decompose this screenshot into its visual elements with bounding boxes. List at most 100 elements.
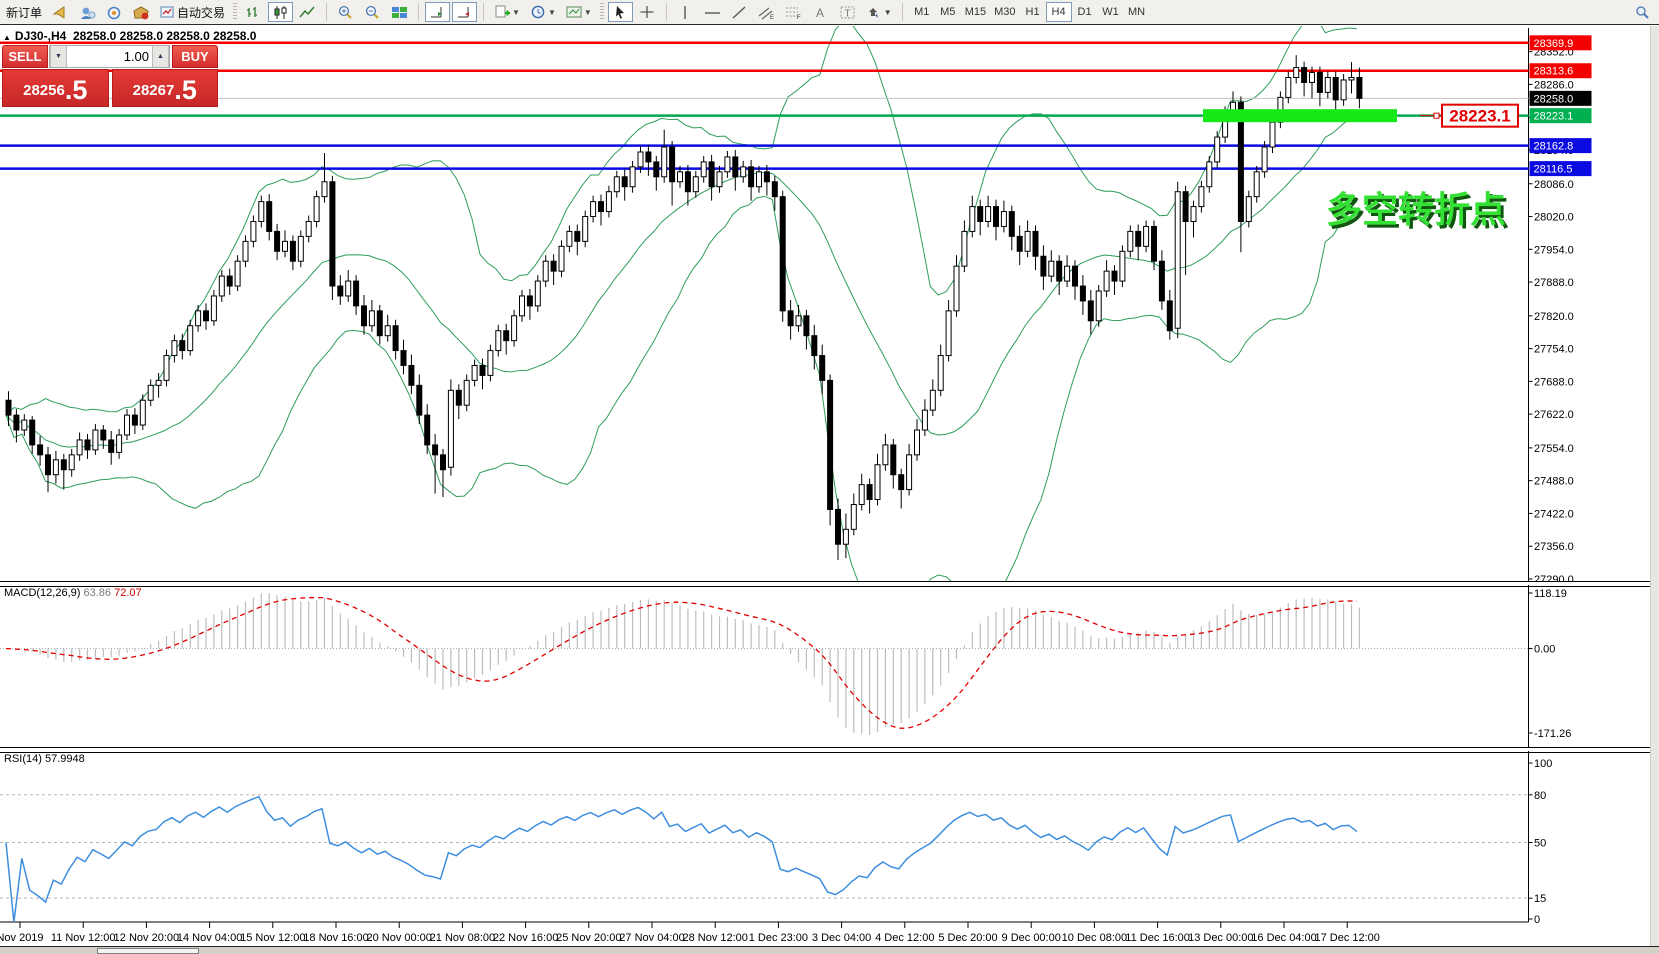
scrollbar-thumb[interactable] [97,948,199,954]
timeframe-M15[interactable]: M15 [964,6,987,18]
zoom-in-icon[interactable] [333,2,358,22]
svg-text:27954.0: 27954.0 [1534,244,1574,256]
svg-text:F: F [797,15,801,20]
crosshair-icon[interactable] [635,2,660,22]
volume-increase-button[interactable]: ▲ [152,46,169,67]
time-label: 11 Dec 16:00 [1125,932,1190,944]
fibonacci-icon[interactable]: F [781,2,806,22]
periods-icon[interactable]: ▼ [526,2,560,22]
time-label: 17 Dec 12:00 [1314,932,1380,944]
chart-window-icon: ▲ [3,33,11,42]
svg-text:15: 15 [1534,893,1546,905]
timeframe-W1[interactable]: W1 [1102,6,1119,18]
arrows-icon[interactable]: ▼ [862,2,896,22]
templates-icon[interactable]: ▼ [562,2,596,22]
svg-text:27488.0: 27488.0 [1534,476,1574,488]
svg-text:27688.0: 27688.0 [1534,376,1574,388]
sell-button[interactable]: SELL [2,45,48,68]
timeframe-H1[interactable]: H1 [1025,6,1040,18]
svg-text:T: T [844,8,850,19]
price-badge-28162.8 [1529,138,1592,154]
price-chart[interactable]: 28352.028286.028220.028154.028086.028020… [0,26,1659,582]
timeframe-D1[interactable]: D1 [1077,6,1092,18]
rsi-panel-separator[interactable] [0,747,1650,753]
price-badge-28369.9 [1529,35,1592,51]
annotation-text: 多空转折点 [1326,189,1506,230]
svg-text:28223.1: 28223.1 [1449,107,1510,126]
cursor-icon[interactable] [607,2,633,22]
community-icon[interactable] [75,2,100,22]
zoom-out-icon[interactable] [360,2,385,22]
timeframe-M5[interactable]: M5 [940,6,956,18]
price-badge-28223.1 [1529,108,1592,124]
svg-text:27622.0: 27622.0 [1534,409,1574,421]
time-label: 22 Nov 16:00 [492,932,559,944]
rsi-panel[interactable]: 100 80 50 15 0 [0,751,1659,929]
sell-price[interactable]: 28256.5 [2,69,109,107]
volume-decrease-button[interactable]: ▼ [50,46,67,67]
svg-text:28369.9: 28369.9 [1534,38,1574,50]
line-chart-icon[interactable] [295,2,320,22]
dropdown-arrow-icon: ▼ [583,7,592,17]
annotation-shadow: 多空转折点 [1329,192,1509,233]
svg-text:27554.0: 27554.0 [1534,443,1574,455]
time-label: 4 Dec 12:00 [875,932,935,944]
svg-text:A: A [816,6,824,20]
autotrading-icon [160,6,174,17]
price-callout-28223[interactable]: 28223.1 [1441,103,1519,128]
price-badge-28313.6 [1529,63,1592,79]
trendline-icon[interactable] [727,2,752,22]
timeframe-H4[interactable]: H4 [1045,2,1072,22]
timeframe-MN[interactable]: MN [1127,6,1146,18]
chart-window[interactable]: 28352.028286.028220.028154.028086.028020… [0,26,1659,954]
volume-input[interactable] [67,46,152,67]
auto-scroll-icon[interactable] [425,2,451,22]
svg-text:27422.0: 27422.0 [1534,508,1574,520]
macd-panel[interactable]: 118.19 0.00 -171.26 [0,585,1659,747]
tile-windows-icon[interactable] [387,2,412,22]
toolbar: 新订单 自动交易 ▼ ▼ ▼ E F A T ▼ M1 M5 M15 M30 H1 H4 D… [0,0,1659,25]
alerts-horn-icon[interactable] [48,2,73,22]
svg-text:28258.0: 28258.0 [1534,93,1574,105]
time-label: 5 Dec 20:00 [938,932,998,944]
autotrading-label: 自动交易 [177,5,226,20]
horizontal-line-icon[interactable] [700,2,725,22]
svg-text:80: 80 [1534,790,1546,802]
timeframe-M1[interactable]: M1 [914,6,930,18]
time-label: 20 Nov 00:00 [366,932,432,944]
macd-label: MACD(12,26,9) 63.86 72.07 [4,587,142,599]
market-icon[interactable] [129,2,154,22]
time-axis: Nov 2019 11 Nov 12:00 12 Nov 20:00 14 Nov 0… [0,929,1650,946]
autotrading-button[interactable]: 自动交易 [156,2,229,22]
chart-shift-icon[interactable] [452,2,478,22]
volume-field: ▼ ▲ [49,45,170,68]
dropdown-arrow-icon: ▼ [512,7,520,17]
svg-text:27754.0: 27754.0 [1534,344,1574,356]
time-label: 16 Dec 04:00 [1251,932,1317,944]
one-click-trading-panel: SELL ▼ ▲ BUY 28256.5 28267.5 [2,45,218,108]
add-indicator-icon[interactable]: ▼ [490,2,524,22]
search-icon[interactable] [1630,2,1655,22]
macd-panel-separator[interactable] [0,581,1650,587]
equidistant-channel-icon[interactable]: E [754,2,779,22]
chart-title: ▲ DJ30-,H4 28258.0 28258.0 28258.0 28258.… [3,29,256,43]
vertical-line-icon[interactable] [673,2,698,22]
time-label: 12 Nov 20:00 [113,932,180,944]
svg-text:-171.26: -171.26 [1534,728,1571,740]
text-label-icon[interactable]: T [835,2,860,22]
dropdown-arrow-icon: ▼ [547,7,556,17]
candlestick-chart-icon[interactable] [268,2,294,22]
text-icon[interactable]: A [808,2,833,22]
buy-price[interactable]: 28267.5 [111,69,218,107]
signals-icon[interactable] [102,2,127,22]
svg-text:28020.0: 28020.0 [1534,212,1574,224]
svg-text:28313.6: 28313.6 [1534,66,1574,78]
svg-text:27290.0: 27290.0 [1534,574,1574,582]
time-label: 1 Dec 23:00 [748,932,809,944]
new-order-button[interactable]: 新订单 [6,5,43,20]
price-badge-28116.5 [1529,161,1592,177]
bar-chart-icon[interactable] [241,2,266,22]
time-label: 27 Nov 04:00 [619,932,685,944]
timeframe-M30[interactable]: M30 [994,6,1016,18]
buy-button[interactable]: BUY [172,45,218,68]
